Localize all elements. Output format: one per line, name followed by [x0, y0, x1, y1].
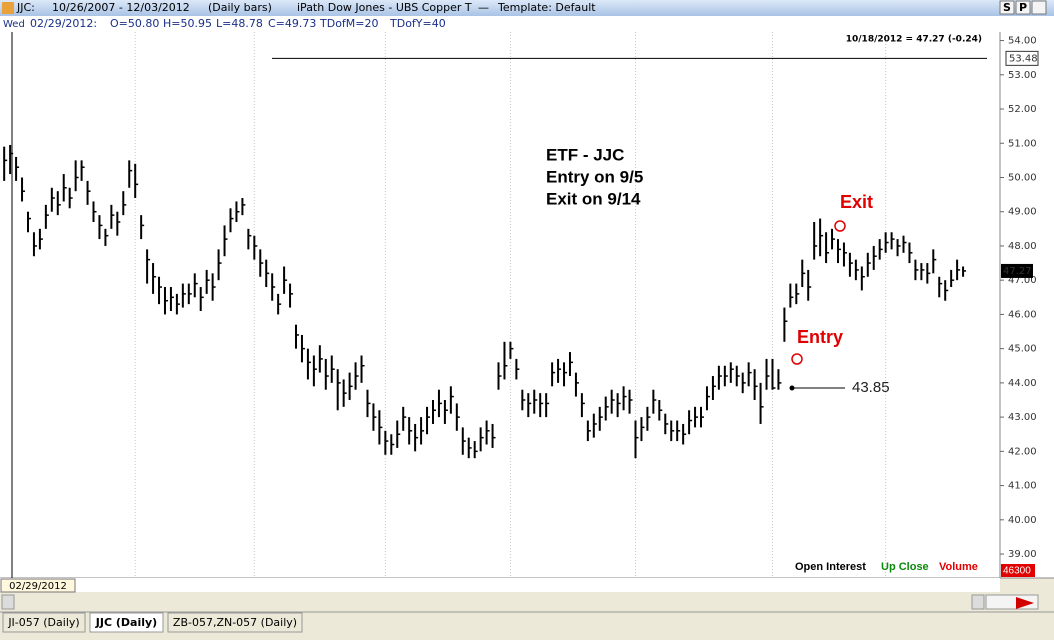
template: Template: Default	[497, 1, 596, 14]
y-tick-label: 51.00	[1008, 138, 1037, 149]
price-axis	[1000, 32, 1054, 578]
entry-label: Entry	[797, 327, 843, 347]
y-tick-label: 48.00	[1008, 241, 1037, 252]
note-line: ETF - JJC	[546, 145, 624, 164]
last-price-label: 47.27	[1003, 266, 1032, 277]
entry-dot	[789, 385, 795, 391]
scroll-right[interactable]	[971, 594, 985, 610]
oi-box	[1001, 564, 1035, 577]
info-field: H=50.95	[163, 17, 212, 30]
price-box	[1005, 50, 1039, 66]
y-tick-label: 44.00	[1008, 378, 1037, 389]
entry-price: 43.85	[852, 379, 890, 396]
exit-circle	[834, 220, 846, 232]
plot-area	[0, 32, 1000, 578]
separator: —	[478, 1, 489, 14]
app-icon	[2, 2, 14, 14]
scrollbar[interactable]	[0, 593, 1054, 611]
y-tick-label: 50.00	[1008, 172, 1037, 183]
tab-label[interactable]: JJC (Daily)	[95, 616, 157, 629]
bar-type: (Daily bars)	[208, 1, 272, 14]
y-tick-label: 43.00	[1008, 412, 1037, 423]
info-field: C=49.73	[268, 17, 316, 30]
note-line: Exit on 9/14	[546, 189, 641, 208]
last-price-box	[1001, 263, 1033, 278]
y-tick-label: 49.00	[1008, 207, 1037, 218]
tab-label[interactable]: ZB-057,ZN-057 (Daily)	[173, 616, 297, 629]
info-field: 02/29/2012:	[30, 17, 97, 30]
y-tick-label: 39.00	[1008, 549, 1037, 560]
button-label[interactable]: P	[1019, 1, 1027, 14]
tab-label[interactable]: JI-057 (Daily)	[7, 616, 79, 629]
exit-label: Exit	[840, 192, 873, 212]
cursor-date-box	[0, 578, 76, 593]
tab[interactable]	[89, 612, 164, 633]
oi-label: 46300	[1003, 566, 1031, 577]
button-label[interactable]: S	[1003, 1, 1011, 14]
go-right-arrow[interactable]	[1016, 597, 1034, 609]
title-bar	[0, 0, 1054, 16]
y-tick-label: 46.00	[1008, 309, 1037, 320]
window-control[interactable]	[1031, 0, 1047, 15]
legend-item: Open Interest	[795, 561, 866, 573]
last-info: 10/18/2012 = 47.27 (-0.24)	[846, 35, 982, 45]
y-tick-label: 54.00	[1008, 36, 1037, 47]
instrument-name: iPath Dow Jones - UBS Copper T	[297, 1, 472, 14]
y-tick-label: 45.00	[1008, 344, 1037, 355]
info-field: Wed	[3, 19, 25, 30]
y-tick-label: 41.00	[1008, 481, 1037, 492]
info-field: TDofM=20	[319, 17, 379, 30]
scroll-left[interactable]	[1, 594, 15, 610]
y-tick-label: 52.00	[1008, 104, 1037, 115]
button[interactable]	[1015, 0, 1031, 15]
y-tick-label: 42.00	[1008, 446, 1037, 457]
price-box-label: 53.48	[1009, 53, 1038, 64]
legend-item: Volume	[939, 561, 978, 573]
y-tick-label: 53.00	[1008, 70, 1037, 81]
y-tick-label: 47.00	[1008, 275, 1037, 286]
button[interactable]	[999, 0, 1015, 15]
entry-circle	[791, 353, 803, 365]
note-line: Entry on 9/5	[546, 167, 643, 186]
tab[interactable]	[2, 612, 86, 633]
info-field: L=48.78	[216, 17, 263, 30]
y-tick-label: 40.00	[1008, 515, 1037, 526]
legend-item: Up Close	[881, 561, 929, 573]
date-axis	[0, 578, 1000, 592]
info-bar	[0, 16, 1054, 32]
cursor-date: 02/29/2012	[9, 581, 67, 592]
info-field: TDofY=40	[389, 17, 446, 30]
tab[interactable]	[167, 612, 303, 633]
symbol: JJC:	[16, 1, 35, 14]
info-field: O=50.80	[110, 17, 159, 30]
date-range: 10/26/2007 - 12/03/2012	[52, 1, 190, 14]
